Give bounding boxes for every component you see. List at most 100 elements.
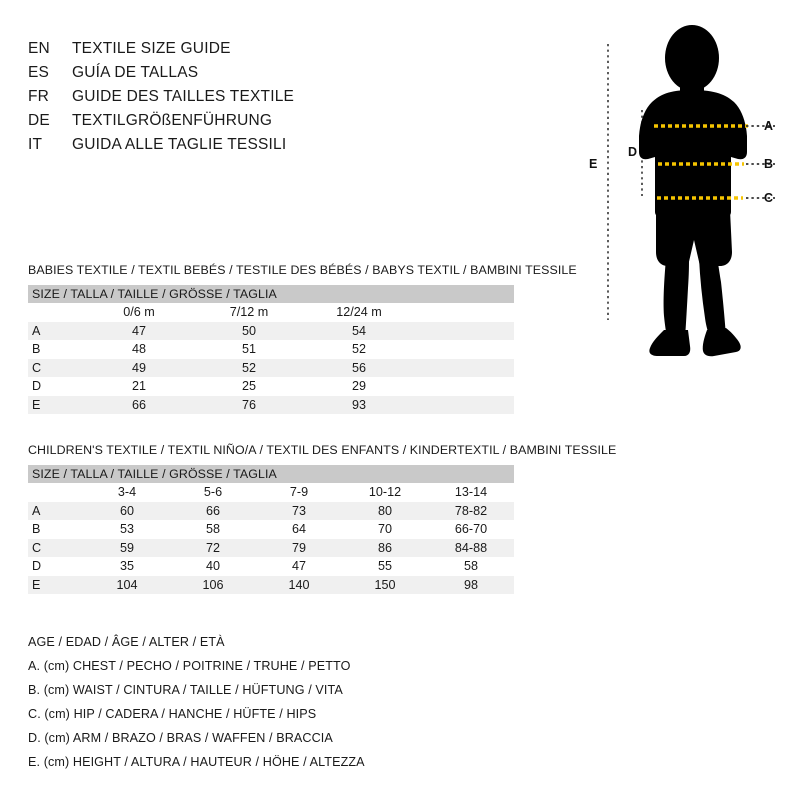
- child-figure-diagram: A B C D E: [560, 0, 800, 360]
- figure-label-e: E: [589, 157, 598, 171]
- table-row: C 59 72 79 86 84-88: [28, 538, 514, 557]
- legend-item-chest: A. (cm) CHEST / PECHO / POITRINE / TRUHE…: [28, 659, 351, 673]
- legend-item-hip: C. (cm) HIP / CADERA / HANCHE / HÜFTE / …: [28, 707, 317, 721]
- babies-cell-a-spacer: [414, 321, 514, 340]
- table-row: D 35 40 47 55 58: [28, 557, 514, 576]
- babies-col-header-0: 0/6 m: [84, 303, 194, 322]
- babies-section-title: BABIES TEXTILE / TEXTIL BEBÉS / TESTILE …: [28, 263, 577, 277]
- babies-row-label-e: E: [28, 395, 84, 414]
- children-cell-b-4: 66-70: [428, 520, 514, 539]
- legend-item-waist: B. (cm) WAIST / CINTURA / TAILLE / HÜFTU…: [28, 683, 343, 697]
- figure-label-a: A: [764, 119, 774, 133]
- babies-row-label-c: C: [28, 358, 84, 377]
- language-title-de: TEXTILGRÖßENFÜHRUNG: [72, 112, 273, 129]
- language-title-fr: GUIDE DES TAILLES TEXTILE: [72, 88, 295, 105]
- babies-row-label-d: D: [28, 377, 84, 396]
- children-cell-a-2: 73: [256, 501, 342, 520]
- children-cell-c-0: 59: [84, 538, 170, 557]
- children-corner-cell: [28, 483, 84, 502]
- babies-cell-c-0: 49: [84, 358, 194, 377]
- children-col-header-2: 7-9: [256, 483, 342, 502]
- language-code-es: ES: [28, 64, 50, 81]
- language-code-de: DE: [28, 112, 50, 129]
- children-cell-d-1: 40: [170, 557, 256, 576]
- language-title-es: GUÍA DE TALLAS: [72, 64, 199, 81]
- children-cell-c-3: 86: [342, 538, 428, 557]
- babies-row-label-a: A: [28, 321, 84, 340]
- babies-cell-b-0: 48: [84, 340, 194, 359]
- babies-size-table: 0/6 m 7/12 m 12/24 m A 47 50 54 B 48 51 …: [28, 303, 514, 414]
- babies-cell-d-0: 21: [84, 377, 194, 396]
- children-row-label-c: C: [28, 538, 84, 557]
- language-code-it: IT: [28, 136, 43, 153]
- children-cell-d-0: 35: [84, 557, 170, 576]
- table-row: E 66 76 93: [28, 395, 514, 414]
- figure-label-c: C: [764, 191, 774, 205]
- children-cell-a-1: 66: [170, 501, 256, 520]
- children-row-label-e: E: [28, 575, 84, 594]
- children-cell-b-2: 64: [256, 520, 342, 539]
- children-column-header-row: 3-4 5-6 7-9 10-12 13-14: [28, 483, 514, 502]
- babies-cell-b-1: 51: [194, 340, 304, 359]
- figure-label-b: B: [764, 157, 774, 171]
- babies-cell-c-spacer: [414, 358, 514, 377]
- babies-cell-b-spacer: [414, 340, 514, 359]
- table-row: D 21 25 29: [28, 377, 514, 396]
- table-row: A 60 66 73 80 78-82: [28, 501, 514, 520]
- children-cell-a-4: 78-82: [428, 501, 514, 520]
- children-col-header-1: 5-6: [170, 483, 256, 502]
- table-row: A 47 50 54: [28, 321, 514, 340]
- child-silhouette: [639, 25, 747, 357]
- language-title-it: GUIDA ALLE TAGLIE TESSILI: [72, 136, 287, 153]
- measurement-legend: AGE / EDAD / ÂGE / ALTER / ETÀ A. (cm) C…: [28, 630, 458, 774]
- table-row: C 49 52 56: [28, 358, 514, 377]
- babies-cell-c-1: 52: [194, 358, 304, 377]
- children-cell-e-1: 106: [170, 575, 256, 594]
- children-cell-a-3: 80: [342, 501, 428, 520]
- legend-item-age: AGE / EDAD / ÂGE / ALTER / ETÀ: [28, 635, 225, 649]
- table-row: B 48 51 52: [28, 340, 514, 359]
- children-cell-b-0: 53: [84, 520, 170, 539]
- babies-cell-b-2: 52: [304, 340, 414, 359]
- children-col-header-0: 3-4: [84, 483, 170, 502]
- babies-size-header-bar: SIZE / TALLA / TAILLE / GRÖSSE / TAGLIA: [28, 285, 514, 303]
- children-cell-d-3: 55: [342, 557, 428, 576]
- figure-svg: [607, 25, 775, 357]
- children-col-header-4: 13-14: [428, 483, 514, 502]
- language-row-en: EN TEXTILE SIZE GUIDE: [28, 40, 408, 64]
- children-cell-d-2: 47: [256, 557, 342, 576]
- babies-cell-e-0: 66: [84, 395, 194, 414]
- children-cell-a-0: 60: [84, 501, 170, 520]
- babies-textile-section: BABIES TEXTILE / TEXTIL BEBÉS / TESTILE …: [28, 263, 577, 414]
- babies-row-label-b: B: [28, 340, 84, 359]
- table-row: B 53 58 64 70 66-70: [28, 520, 514, 539]
- children-section-title: CHILDREN'S TEXTILE / TEXTIL NIÑO/A / TEX…: [28, 443, 617, 457]
- legend-item-height: E. (cm) HEIGHT / ALTURA / HAUTEUR / HÖHE…: [28, 755, 365, 769]
- babies-corner-cell: [28, 303, 84, 322]
- babies-col-header-2: 12/24 m: [304, 303, 414, 322]
- children-size-table: 3-4 5-6 7-9 10-12 13-14 A 60 66 73 80 78…: [28, 483, 514, 594]
- children-cell-d-4: 58: [428, 557, 514, 576]
- language-row-it: IT GUIDA ALLE TAGLIE TESSILI: [28, 136, 408, 160]
- children-cell-c-1: 72: [170, 538, 256, 557]
- children-size-header-bar: SIZE / TALLA / TAILLE / GRÖSSE / TAGLIA: [28, 465, 514, 483]
- children-row-label-b: B: [28, 520, 84, 539]
- children-cell-e-4: 98: [428, 575, 514, 594]
- language-row-de: DE TEXTILGRÖßENFÜHRUNG: [28, 112, 408, 136]
- children-cell-e-2: 140: [256, 575, 342, 594]
- language-code-en: EN: [28, 40, 50, 57]
- babies-cell-e-spacer: [414, 395, 514, 414]
- language-row-es: ES GUÍA DE TALLAS: [28, 64, 408, 88]
- children-cell-b-3: 70: [342, 520, 428, 539]
- language-code-fr: FR: [28, 88, 50, 105]
- babies-cell-d-spacer: [414, 377, 514, 396]
- legend-item-arm: D. (cm) ARM / BRAZO / BRAS / WAFFEN / BR…: [28, 731, 333, 745]
- babies-column-header-row: 0/6 m 7/12 m 12/24 m: [28, 303, 514, 322]
- figure-label-d: D: [628, 145, 638, 159]
- children-cell-e-3: 150: [342, 575, 428, 594]
- children-col-header-3: 10-12: [342, 483, 428, 502]
- language-title-en: TEXTILE SIZE GUIDE: [72, 40, 231, 57]
- children-cell-c-4: 84-88: [428, 538, 514, 557]
- language-title-block: EN TEXTILE SIZE GUIDE ES GUÍA DE TALLAS …: [28, 40, 408, 160]
- babies-cell-a-2: 54: [304, 321, 414, 340]
